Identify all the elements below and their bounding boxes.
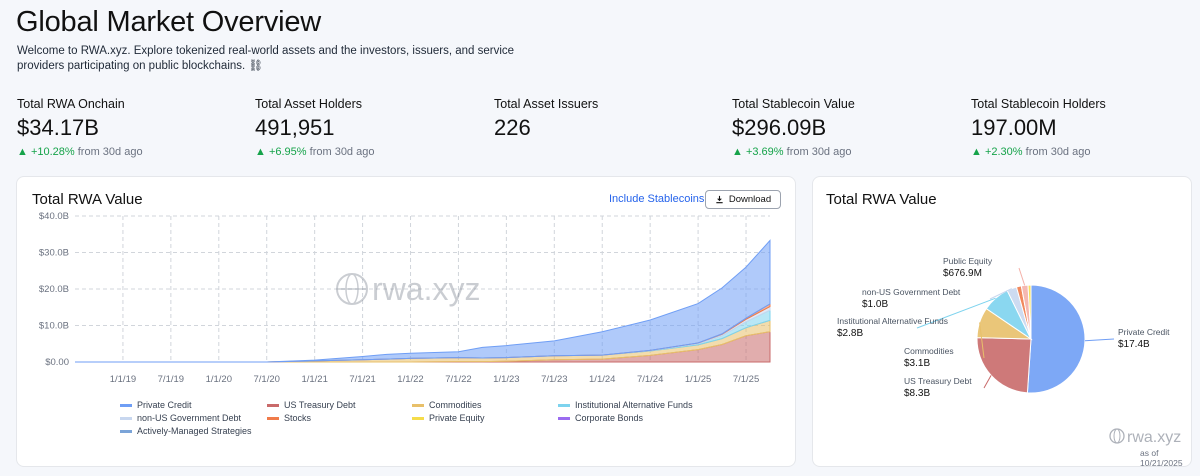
legend-swatch: [412, 403, 424, 407]
stat-change-suffix: from 30d ago: [77, 146, 143, 158]
legend-label: Corporate Bonds: [575, 413, 644, 423]
stat-change-pct: +2.30%: [984, 146, 1023, 158]
stat-value: 197.00M: [971, 115, 1057, 140]
legend-item-inst-alt[interactable]: Institutional Alternative Funds: [558, 400, 693, 410]
legend-item-stocks[interactable]: Stocks: [267, 413, 311, 423]
legend-item-commodities[interactable]: Commodities: [412, 400, 482, 410]
stat-change-suffix: from 30d ago: [786, 146, 852, 158]
download-icon: [716, 195, 723, 204]
legend-label: Stocks: [284, 413, 312, 423]
stat-change: ▲ +10.28% from 30d ago: [17, 146, 143, 158]
legend-label: US Treasury Debt: [284, 400, 356, 410]
stat-change-suffix: from 30d ago: [309, 146, 375, 158]
pie-chart-title: Total RWA Value: [826, 191, 937, 208]
legend-label: Private Credit: [137, 400, 192, 410]
stat-change: ▲ +6.95% from 30d ago: [255, 146, 374, 158]
legend-swatch: [558, 416, 570, 420]
stat-change: ▲ +2.30% from 30d ago: [971, 146, 1106, 158]
legend-item-non-us-gov[interactable]: non-US Government Debt: [120, 413, 241, 423]
as-of-date: as of 10/21/2025: [1140, 448, 1183, 468]
stat-change-pct: +6.95%: [268, 146, 307, 158]
stat-total-rwa: Total RWA Onchain $34.17B ▲ +10.28% from…: [17, 97, 143, 158]
legend-swatch: [267, 416, 279, 420]
legend-item-active-mgd[interactable]: Actively-Managed Strategies: [120, 426, 252, 436]
legend-label: Actively-Managed Strategies: [137, 426, 252, 436]
stat-label: Total Stablecoin Holders: [971, 97, 1106, 111]
include-stablecoins-toggle[interactable]: Include Stablecoins: [609, 193, 705, 205]
stat-asset-issuers: Total Asset Issuers 226: [494, 97, 598, 141]
legend-swatch: [558, 403, 570, 407]
stat-change-suffix: from 30d ago: [1025, 146, 1091, 158]
up-arrow-icon: ▲: [971, 146, 982, 158]
legend-item-private-equity[interactable]: Private Equity: [412, 413, 485, 423]
legend-label: Commodities: [429, 400, 482, 410]
legend-swatch: [267, 403, 279, 407]
page-title: Global Market Overview: [16, 6, 322, 38]
legend-swatch: [120, 416, 132, 420]
up-arrow-icon: ▲: [255, 146, 266, 158]
up-arrow-icon: ▲: [732, 146, 743, 158]
stat-value: $34.17B: [17, 115, 99, 140]
stat-change: ▲ +3.69% from 30d ago: [732, 146, 855, 158]
area-chart-card: [16, 176, 796, 467]
legend-swatch: [120, 403, 132, 407]
stat-label: Total RWA Onchain: [17, 97, 125, 111]
stat-stablecoin-holders: Total Stablecoin Holders 197.00M ▲ +2.30…: [971, 97, 1106, 158]
legend-item-private-credit[interactable]: Private Credit: [120, 400, 192, 410]
legend-item-us-treasury[interactable]: US Treasury Debt: [267, 400, 356, 410]
intro-text: Welcome to RWA.xyz. Explore tokenized re…: [17, 45, 515, 72]
up-arrow-icon: ▲: [17, 146, 28, 158]
legend-label: non-US Government Debt: [137, 413, 242, 423]
download-label: Download: [728, 194, 772, 205]
stat-label: Total Asset Holders: [255, 97, 362, 111]
pie-chart-card: [812, 176, 1192, 467]
legend-item-corporate-bonds[interactable]: Corporate Bonds: [558, 413, 643, 423]
stat-change-pct: +10.28%: [30, 146, 75, 158]
legend-label: Private Equity: [429, 413, 485, 423]
stat-asset-holders: Total Asset Holders 491,951 ▲ +6.95% fro…: [255, 97, 374, 158]
stat-value: $296.09B: [732, 115, 827, 140]
stat-change-pct: +3.69%: [745, 146, 784, 158]
legend-label: Institutional Alternative Funds: [575, 400, 693, 410]
stat-stablecoin-value: Total Stablecoin Value $296.09B ▲ +3.69%…: [732, 97, 855, 158]
legend-swatch: [412, 416, 424, 420]
download-button[interactable]: Download: [705, 190, 781, 209]
legend-swatch: [120, 429, 132, 433]
stat-label: Total Stablecoin Value: [732, 97, 855, 111]
area-chart-title: Total RWA Value: [32, 191, 143, 208]
stat-value: 226: [494, 115, 531, 140]
stat-label: Total Asset Issuers: [494, 97, 599, 111]
stat-value: 491,951: [255, 115, 335, 140]
